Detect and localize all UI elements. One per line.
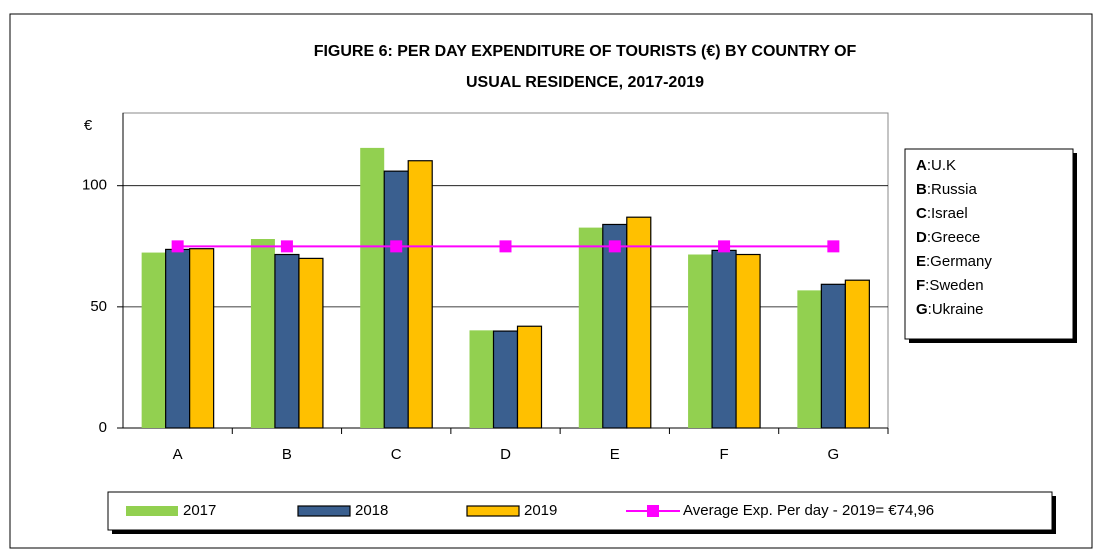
y-tick-label: 50: [90, 298, 107, 315]
legend-box: [107, 491, 1053, 531]
chart-title: FIGURE 6: PER DAY EXPENDITURE OF TOURIST…: [314, 43, 857, 60]
legend-swatch: [466, 505, 520, 517]
y-tick-label: 0: [99, 419, 107, 436]
bar: [469, 330, 494, 428]
key-entry: A:U.K: [916, 157, 956, 174]
y-tick-label: 100: [82, 177, 107, 194]
bar: [602, 223, 628, 429]
chart-title: USUAL RESIDENCE, 2017-2019: [466, 74, 704, 91]
x-tick-label: F: [719, 446, 728, 463]
key-label: :Sweden: [925, 277, 983, 294]
key-letter: E: [916, 253, 926, 270]
line-marker: [718, 240, 731, 253]
bar: [492, 330, 519, 429]
x-tick-label: E: [610, 446, 620, 463]
legend-label: Average Exp. Per day - 2019= €74,96: [683, 502, 934, 519]
key-label: :Germany: [926, 253, 992, 270]
bar: [688, 254, 713, 428]
bar: [250, 239, 275, 428]
x-tick-label: C: [391, 446, 402, 463]
key-label: :Israel: [927, 205, 968, 222]
key-entry: F:Sweden: [916, 277, 984, 294]
legend-label: 2018: [355, 502, 388, 519]
x-tick-label: A: [173, 446, 183, 463]
bar: [735, 253, 761, 429]
key-label: :Russia: [927, 181, 978, 198]
y-axis-label: €: [84, 117, 93, 134]
line-marker: [827, 240, 840, 253]
bar: [298, 257, 324, 429]
bar: [797, 290, 822, 428]
line-marker: [499, 240, 512, 253]
key-entry: C:Israel: [916, 205, 968, 222]
legend-label: 2017: [183, 502, 216, 519]
key-entry: G:Ukraine: [916, 301, 984, 318]
bar: [274, 253, 300, 429]
key-letter: G: [916, 301, 928, 318]
bar: [189, 248, 215, 429]
x-tick-label: G: [828, 446, 840, 463]
key-letter: B: [916, 181, 927, 198]
key-letter: D: [916, 229, 927, 246]
bar: [516, 325, 543, 429]
key-entry: E:Germany: [916, 253, 992, 270]
legend-swatch: [126, 506, 178, 516]
bar: [407, 160, 433, 429]
bar: [360, 147, 385, 428]
legend-marker: [647, 505, 659, 517]
bar: [711, 249, 737, 429]
legend-label: 2019: [524, 502, 557, 519]
legend-swatch: [297, 505, 351, 517]
line-marker: [171, 240, 184, 253]
bar: [383, 170, 409, 429]
line-marker: [390, 240, 403, 253]
bar: [165, 248, 191, 429]
bar: [820, 283, 846, 429]
x-tick-label: D: [500, 446, 511, 463]
key-label: :Greece: [927, 229, 980, 246]
line-marker: [608, 240, 621, 253]
bar: [844, 279, 870, 429]
key-entry: B:Russia: [916, 181, 978, 198]
bar: [626, 216, 652, 429]
key-letter: A: [916, 157, 927, 174]
key-letter: C: [916, 205, 927, 222]
line-marker: [280, 240, 293, 253]
key-box: [904, 148, 1074, 340]
key-label: :Ukraine: [928, 301, 984, 318]
bar: [578, 227, 603, 428]
bar: [141, 252, 166, 428]
key-label: :U.K: [927, 157, 956, 174]
key-entry: D:Greece: [916, 229, 980, 246]
x-tick-label: B: [282, 446, 292, 463]
key-letter: F: [916, 277, 925, 294]
